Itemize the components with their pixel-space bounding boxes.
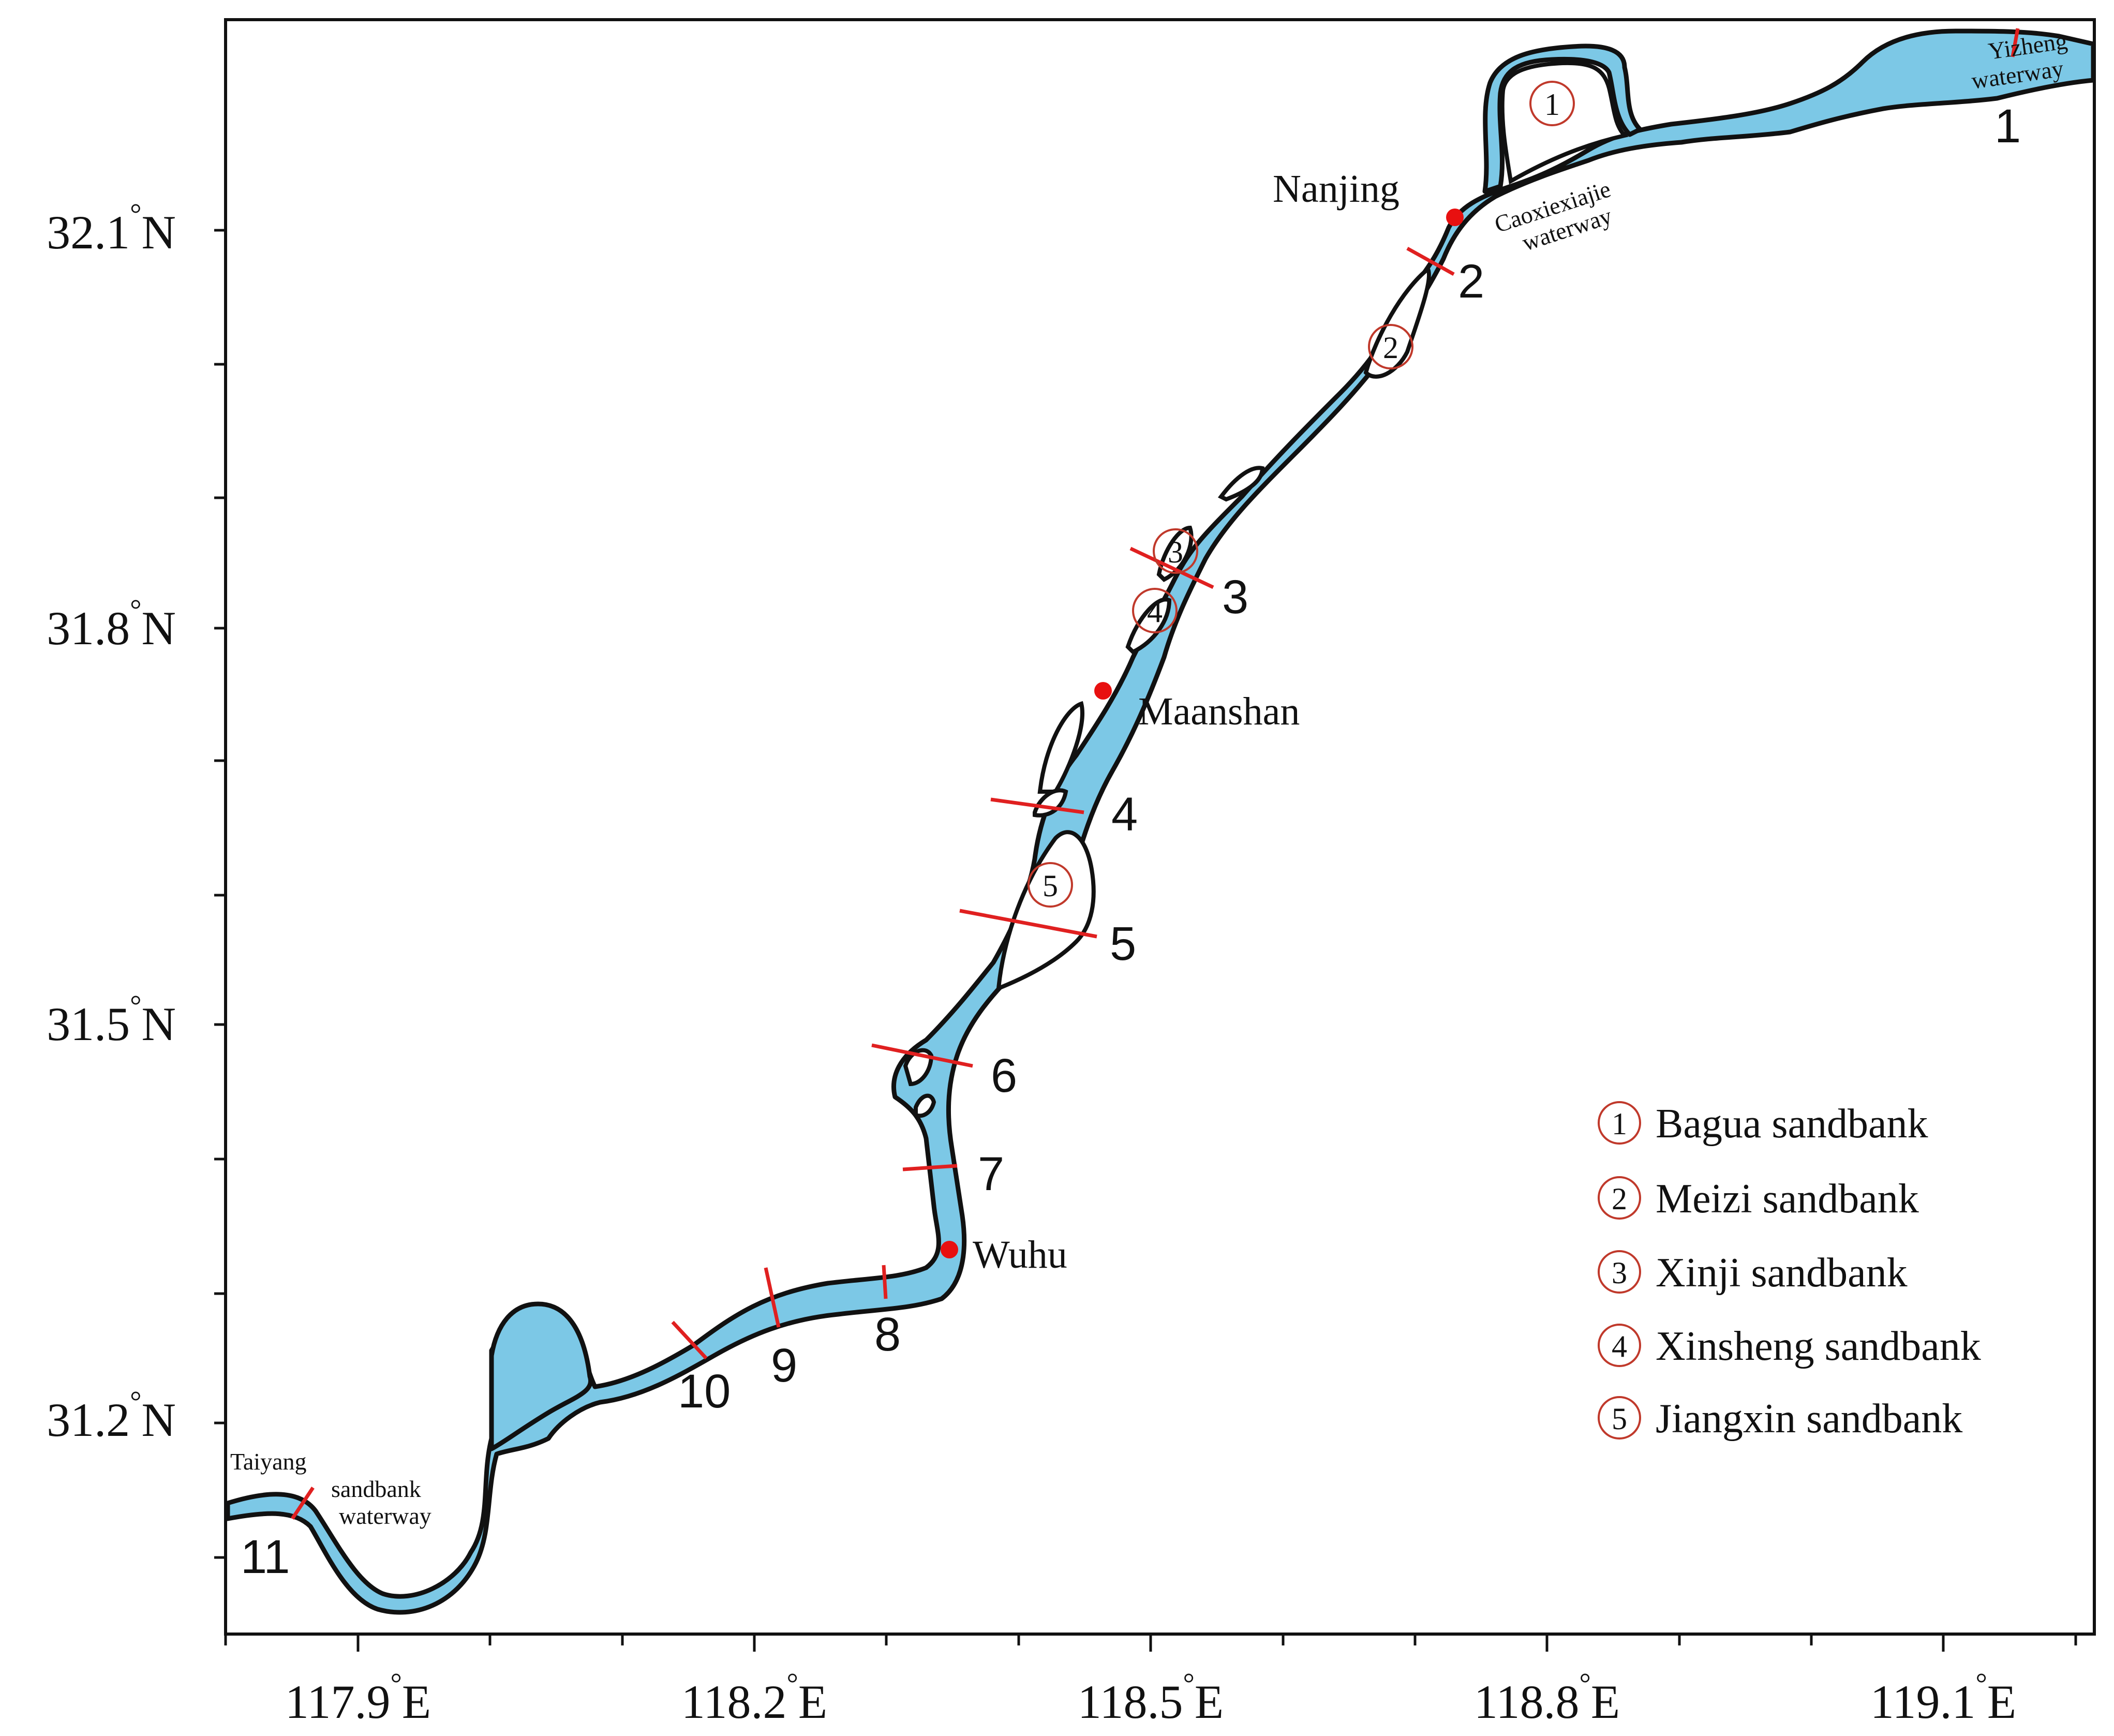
section-line-6 bbox=[871, 1043, 973, 1068]
islands bbox=[903, 61, 1629, 1118]
svg-text:waterway: waterway bbox=[339, 1503, 431, 1529]
y-tick-label: 31.2°N bbox=[47, 1386, 176, 1446]
section-number-6: 6 bbox=[991, 1049, 1017, 1102]
legend-item-4: 4 Xinsheng sandbank bbox=[1598, 1324, 1981, 1369]
waterway-label-yizheng: Yizheng waterway bbox=[1970, 27, 2068, 94]
section-number-4: 4 bbox=[1111, 788, 1138, 841]
sandbank-marker-1: 1 bbox=[1529, 81, 1575, 126]
city-dot-wuhu bbox=[941, 1241, 958, 1258]
island-south-b bbox=[914, 1093, 936, 1118]
svg-text:3: 3 bbox=[1612, 1256, 1627, 1290]
x-tick-label: 117.9°E bbox=[285, 1668, 431, 1728]
city-dots bbox=[941, 209, 1464, 1258]
section-number-8: 8 bbox=[874, 1308, 901, 1361]
section-number-2: 2 bbox=[1458, 255, 1484, 308]
legend: 1 Bagua sandbank 2 Meizi sandbank 3 Xinj… bbox=[1598, 1101, 1981, 1442]
svg-text:3: 3 bbox=[1168, 535, 1183, 569]
section-line-3 bbox=[1129, 546, 1214, 589]
svg-text:Bagua sandbank: Bagua sandbank bbox=[1656, 1101, 1928, 1147]
sandbank-marker-4: 4 bbox=[1132, 588, 1178, 633]
svg-text:Meizi sandbank: Meizi sandbank bbox=[1656, 1176, 1919, 1222]
svg-text:5: 5 bbox=[1043, 869, 1058, 903]
section-line-10 bbox=[671, 1320, 708, 1360]
svg-text:1: 1 bbox=[1612, 1107, 1627, 1141]
legend-item-5: 5 Jiangxin sandbank bbox=[1598, 1396, 1962, 1442]
island-meizi bbox=[1363, 265, 1431, 379]
section-number-7: 7 bbox=[978, 1148, 1004, 1200]
section-number-9: 9 bbox=[771, 1339, 797, 1392]
y-axis-labels: 32.1°N 31.8°N 31.5°N 31.2°N bbox=[47, 198, 176, 1446]
y-tick-label: 31.5°N bbox=[47, 990, 176, 1050]
section-line-11 bbox=[291, 1487, 315, 1520]
svg-text:Xinji sandbank: Xinji sandbank bbox=[1656, 1250, 1908, 1296]
x-axis-labels: 117.9°E 118.2°E 118.5°E 118.8°E 119.1°E bbox=[285, 1668, 2016, 1728]
svg-text:sandbank: sandbank bbox=[331, 1476, 421, 1502]
city-dot-nanjing bbox=[1446, 209, 1464, 226]
svg-text:2: 2 bbox=[1383, 331, 1398, 365]
x-tick-label: 118.8°E bbox=[1474, 1668, 1620, 1728]
section-numbers: 1 2 3 4 5 6 7 8 9 10 11 bbox=[241, 100, 2021, 1583]
bagua-loop-water bbox=[1482, 43, 1643, 194]
section-number-10: 10 bbox=[678, 1365, 731, 1418]
river-body bbox=[225, 28, 2096, 1615]
section-number-1: 1 bbox=[1994, 100, 2021, 153]
island-small-b bbox=[1033, 788, 1068, 818]
island-xinsheng bbox=[1125, 597, 1172, 655]
svg-text:2: 2 bbox=[1612, 1182, 1627, 1216]
y-tick-label: 31.8°N bbox=[47, 594, 176, 655]
island-maanshan bbox=[1037, 701, 1084, 794]
island-small-a bbox=[1217, 466, 1265, 502]
section-lines bbox=[291, 28, 2020, 1520]
section-line-8 bbox=[882, 1265, 888, 1299]
section-number-5: 5 bbox=[1110, 917, 1136, 970]
svg-text:Taiyang: Taiyang bbox=[230, 1448, 307, 1475]
legend-item-3: 3 Xinji sandbank bbox=[1598, 1250, 1908, 1296]
waterway-label-taiyang: Taiyang sandbank waterway bbox=[230, 1448, 431, 1529]
section-line-4 bbox=[990, 797, 1084, 814]
section-line-2 bbox=[1406, 246, 1455, 276]
x-tick-label: 118.2°E bbox=[681, 1668, 827, 1728]
svg-text:5: 5 bbox=[1612, 1402, 1627, 1436]
island-jiangxin bbox=[996, 830, 1096, 992]
city-label-nanjing: Nanjing bbox=[1273, 167, 1400, 211]
x-tick-label: 118.5°E bbox=[1078, 1668, 1224, 1728]
svg-text:Jiangxin sandbank: Jiangxin sandbank bbox=[1656, 1396, 1962, 1442]
sandbank-markers: 1 2 3 4 5 bbox=[1028, 81, 1575, 908]
section-line-1 bbox=[2011, 28, 2020, 57]
svg-text:1: 1 bbox=[1544, 87, 1560, 122]
section-line-9 bbox=[764, 1267, 781, 1328]
svg-text:Xinsheng sandbank: Xinsheng sandbank bbox=[1656, 1324, 1981, 1369]
legend-item-1: 1 Bagua sandbank bbox=[1598, 1101, 1928, 1147]
city-label-wuhu: Wuhu bbox=[973, 1233, 1067, 1277]
lake-water bbox=[489, 1301, 593, 1451]
waterway-labels: Yizheng waterway Caoxiexiajie waterway T… bbox=[230, 27, 2069, 1529]
legend-item-2: 2 Meizi sandbank bbox=[1598, 1176, 1919, 1222]
x-tick-label: 119.1°E bbox=[1870, 1668, 2016, 1728]
section-line-5 bbox=[959, 909, 1097, 939]
svg-text:4: 4 bbox=[1612, 1329, 1627, 1363]
sandbank-marker-5: 5 bbox=[1028, 862, 1073, 908]
river-water bbox=[225, 28, 2096, 1615]
y-tick-label: 32.1°N bbox=[47, 198, 176, 259]
sandbank-marker-3: 3 bbox=[1153, 528, 1198, 574]
frame-ticks bbox=[214, 229, 2077, 1652]
sandbank-marker-2: 2 bbox=[1368, 324, 1413, 369]
svg-text:4: 4 bbox=[1147, 595, 1163, 629]
section-number-11: 11 bbox=[241, 1531, 290, 1583]
section-line-7 bbox=[902, 1164, 958, 1171]
section-number-3: 3 bbox=[1222, 571, 1248, 624]
city-label-maanshan: Maanshan bbox=[1138, 690, 1300, 733]
city-dot-maanshan bbox=[1094, 682, 1112, 700]
city-labels: Nanjing Maanshan Wuhu bbox=[973, 167, 1400, 1277]
